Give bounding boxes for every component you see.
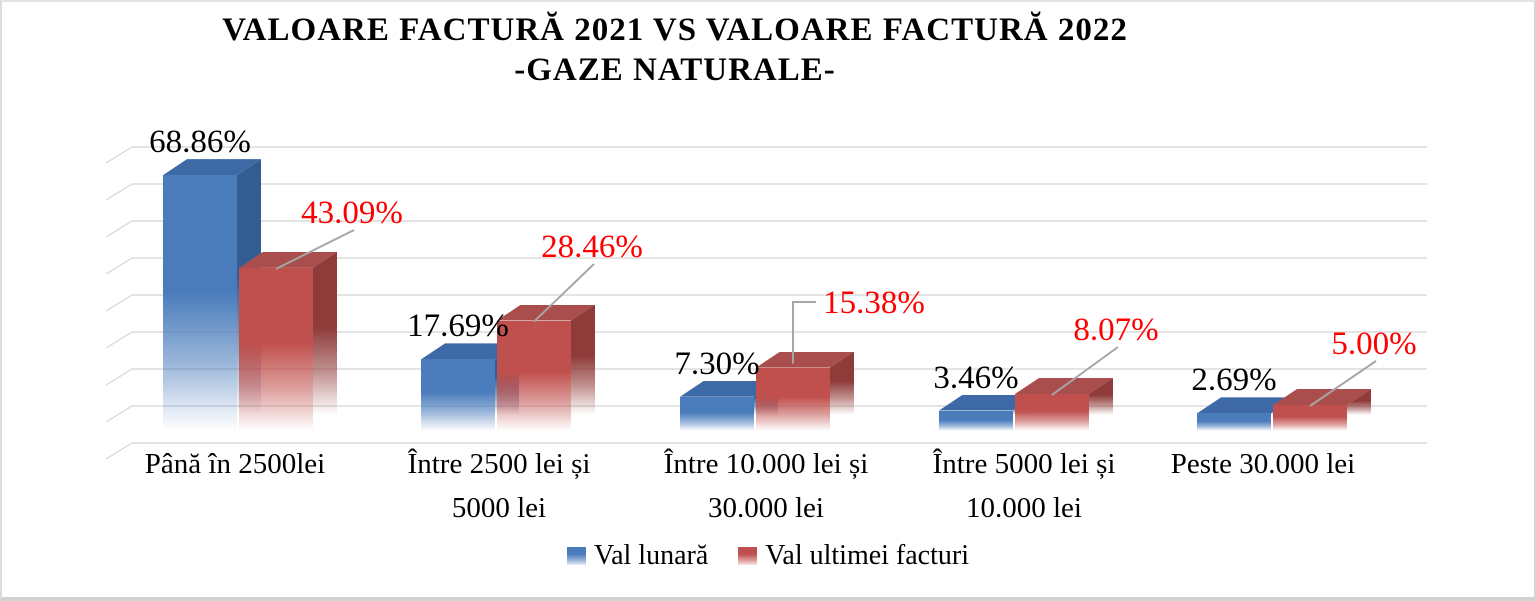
value-label-val-lunara-4: 2.69% <box>1191 362 1277 399</box>
top-face-blue-bar-2 <box>680 381 778 397</box>
legend-swatch-blue-icon <box>566 547 586 565</box>
legend-swatch-red-icon <box>738 547 758 565</box>
category-label-0: Până în 2500lei <box>144 448 326 480</box>
top-face-red-bar-0 <box>239 252 337 268</box>
top-face-red-bar-2 <box>756 352 854 368</box>
leader-line-0 <box>275 229 355 270</box>
legend: Val lunară Val ultimei facturi <box>2 540 1534 572</box>
value-label-val-lunara-3: 3.46% <box>933 359 1019 396</box>
front-face-red-bar-3 <box>1015 393 1089 431</box>
value-label-val-ultimei-facturi-1: 28.46% <box>541 229 643 265</box>
top-face-blue-bar-4 <box>1197 397 1295 413</box>
value-label-val-ultimei-facturi-4: 5.00% <box>1331 326 1417 362</box>
side-face-red-bar-1 <box>571 304 595 415</box>
front-face-red-bar-1 <box>497 320 571 431</box>
leader-line-3 <box>1051 346 1119 396</box>
legend-label-val-ultimei-facturi: Val ultimei facturi <box>765 540 969 571</box>
legend-item-val-ultimei-facturi: Val ultimei facturi <box>738 540 969 572</box>
leader-line-2 <box>792 301 816 364</box>
value-label-val-lunara-1: 17.69% <box>407 308 509 345</box>
legend-item-val-lunara: Val lunară <box>566 540 709 572</box>
top-face-red-bar-1 <box>497 305 595 321</box>
value-label-val-ultimei-facturi-2: 15.38% <box>823 285 925 321</box>
front-face-blue-bar-0 <box>163 175 237 431</box>
chart-title-line2: -GAZE NATURALE- <box>514 52 836 88</box>
value-label-val-lunara-0: 68.86% <box>149 124 251 161</box>
leader-line-1 <box>533 263 595 323</box>
side-face-red-bar-0 <box>313 251 337 415</box>
category-label-1: Între 2500 lei și 5000 lei <box>407 448 591 524</box>
front-face-red-bar-0 <box>239 267 313 431</box>
front-face-blue-bar-4 <box>1197 413 1271 431</box>
front-face-blue-bar-2 <box>680 396 754 431</box>
top-face-blue-bar-1 <box>421 343 519 359</box>
legend-label-val-lunara: Val lunară <box>593 540 709 571</box>
front-face-blue-bar-1 <box>421 359 495 431</box>
value-label-val-lunara-2: 7.30% <box>674 345 760 382</box>
front-face-red-bar-2 <box>756 367 830 431</box>
value-label-val-ultimei-facturi-0: 43.09% <box>301 195 403 231</box>
front-face-red-bar-4 <box>1273 405 1347 431</box>
value-label-val-ultimei-facturi-3: 8.07% <box>1073 312 1159 348</box>
top-face-blue-bar-3 <box>939 395 1037 411</box>
front-face-blue-bar-3 <box>939 410 1013 431</box>
chart-title-line1: VALOARE FACTURĂ 2021 VS VALOARE FACTURĂ … <box>222 12 1128 48</box>
category-label-3: Între 5000 lei și 10.000 lei <box>932 448 1116 524</box>
chart-title: VALOARE FACTURĂ 2021 VS VALOARE FACTURĂ … <box>2 10 1348 90</box>
top-face-blue-bar-0 <box>163 159 261 175</box>
category-label-2: Între 10.000 lei și 30.000 lei <box>663 448 869 524</box>
category-label-4: Peste 30.000 lei <box>1170 448 1356 480</box>
leader-line-4 <box>1309 360 1377 407</box>
gridline-path <box>105 146 1427 460</box>
